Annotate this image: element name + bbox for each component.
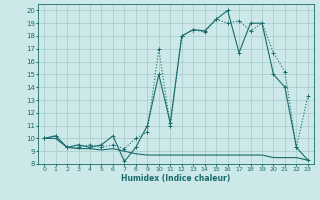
X-axis label: Humidex (Indice chaleur): Humidex (Indice chaleur) — [121, 174, 231, 183]
